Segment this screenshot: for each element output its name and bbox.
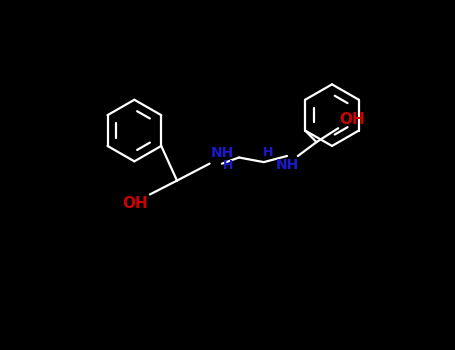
Text: H: H	[223, 159, 233, 172]
Text: NH: NH	[210, 146, 233, 160]
Text: OH: OH	[340, 112, 365, 127]
Text: OH: OH	[122, 196, 148, 211]
Text: H: H	[263, 146, 273, 159]
Text: NH: NH	[275, 158, 298, 172]
